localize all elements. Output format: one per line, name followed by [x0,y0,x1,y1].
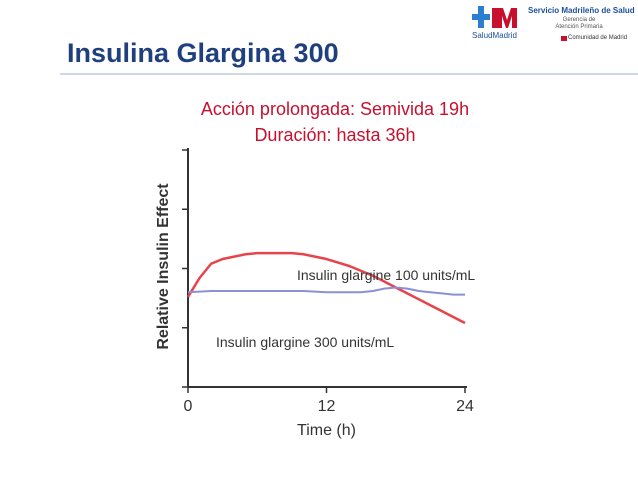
community-flag-icon [561,36,567,41]
logo-caption: SaludMadrid [472,31,517,40]
subtitle-duration: Duración: hasta 36h [254,125,416,145]
logo-sub-line1: Gerencia de [562,17,596,23]
x-axis-label: Time (h) [297,422,356,439]
subtitle-action: Acción prolongada: Semivida 19h [200,99,470,119]
logo-community: Comunidad de Madrid [568,35,628,41]
salud-madrid-logo: SaludMadrid Servicio Madrileño de Salud … [472,4,635,46]
slide-title: Insulina Glargina 300 [67,38,339,68]
title-divider [60,73,638,75]
series-label-glargine-300: Insulin glargine 300 units/mL [216,334,394,350]
series-line-glargine-300 [187,286,465,296]
y-ticks [182,149,188,388]
series-label-glargine-100: Insulin glargine 100 units/mL [297,267,475,283]
y-axis-label: Relative Insulin Effect [155,183,172,350]
chart-axes [187,148,467,388]
x-tick-label-24: 24 [456,398,474,415]
x-tick-label-12: 12 [318,398,336,415]
series-layer [186,251,466,325]
x-tick-label-0: 0 [184,398,193,415]
logo-org-name: Servicio Madrileño de Salud [528,6,635,15]
logo-sub-line2: Atención Primaria [555,24,603,30]
salud-madrid-mark-icon [472,6,517,28]
series-line-glargine-100 [186,251,466,325]
x-ticks: 0 12 24 [184,387,474,415]
